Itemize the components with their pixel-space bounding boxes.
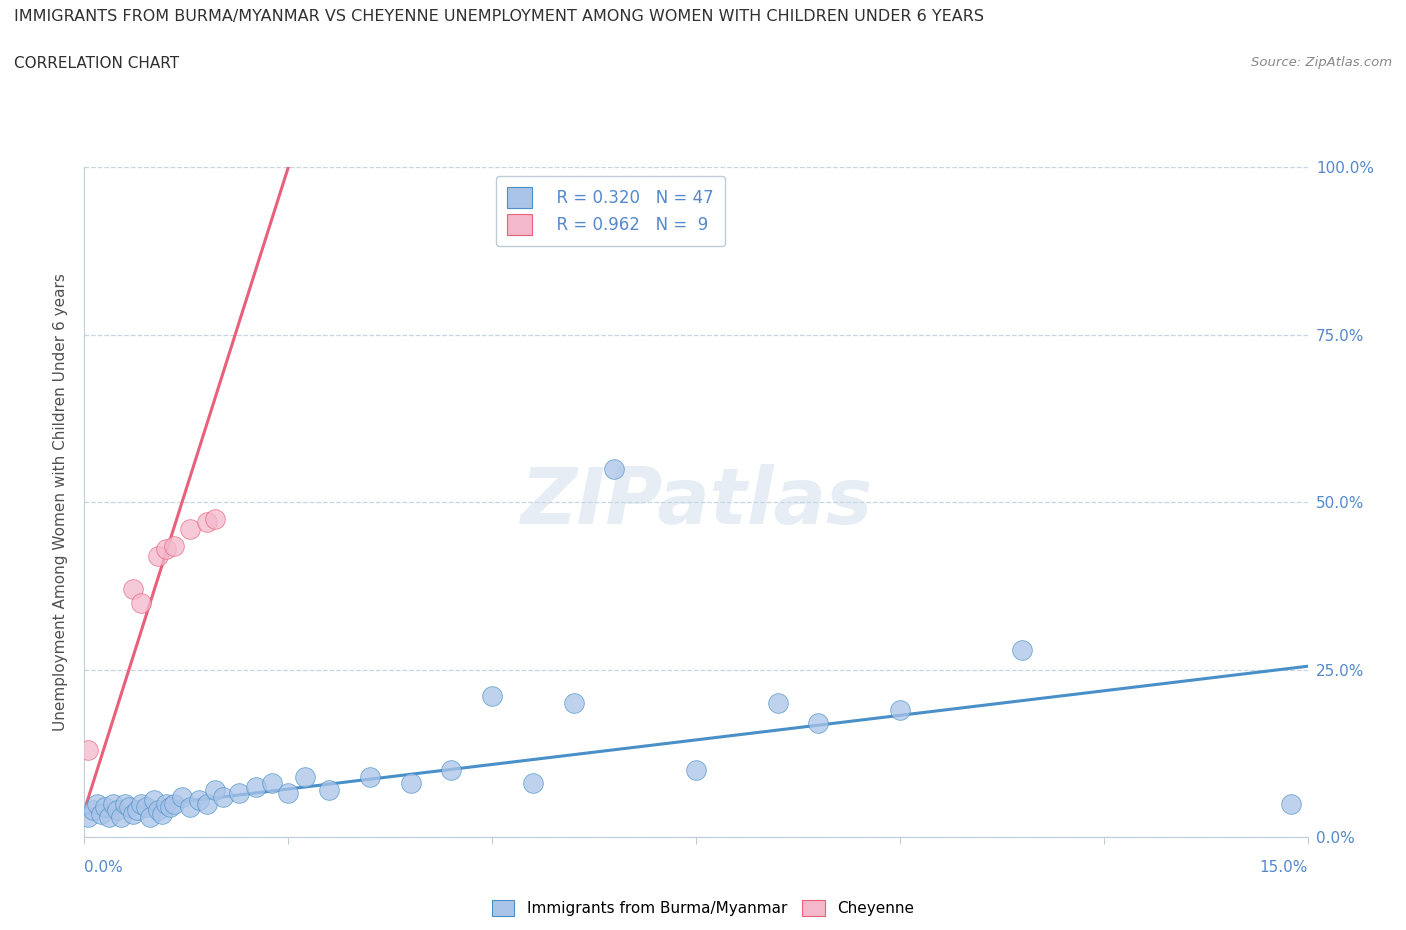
Point xyxy=(110,809,132,824)
Point xyxy=(1011,642,1033,657)
Text: Source: ZipAtlas.com: Source: ZipAtlas.com xyxy=(1251,56,1392,69)
Point xyxy=(277,786,299,801)
Point xyxy=(150,806,173,821)
Point xyxy=(245,779,267,794)
Point xyxy=(77,742,100,757)
Point xyxy=(105,803,128,817)
Point xyxy=(179,522,201,537)
Point xyxy=(122,806,145,821)
Point xyxy=(135,800,157,815)
Point xyxy=(685,763,707,777)
Point xyxy=(359,769,381,784)
Text: 15.0%: 15.0% xyxy=(1260,860,1308,875)
Text: CORRELATION CHART: CORRELATION CHART xyxy=(14,56,179,71)
Point xyxy=(294,769,316,784)
Point xyxy=(93,800,117,815)
Point xyxy=(118,800,141,815)
Point xyxy=(155,541,177,556)
Point xyxy=(138,809,160,824)
Point xyxy=(127,803,149,817)
Point xyxy=(90,806,112,821)
Point xyxy=(260,776,283,790)
Point xyxy=(101,796,124,811)
Point xyxy=(318,783,340,798)
Point xyxy=(481,689,503,704)
Point xyxy=(77,809,100,824)
Point xyxy=(195,796,218,811)
Point xyxy=(131,796,153,811)
Point xyxy=(603,461,626,476)
Point xyxy=(122,582,145,597)
Point xyxy=(97,809,120,824)
Text: ZIPatlas: ZIPatlas xyxy=(520,464,872,540)
Point xyxy=(179,800,201,815)
Text: 0.0%: 0.0% xyxy=(84,860,124,875)
Point xyxy=(163,538,186,553)
Point xyxy=(399,776,422,790)
Y-axis label: Unemployment Among Women with Children Under 6 years: Unemployment Among Women with Children U… xyxy=(53,273,69,731)
Legend: Immigrants from Burma/Myanmar, Cheyenne: Immigrants from Burma/Myanmar, Cheyenne xyxy=(485,894,921,923)
Point xyxy=(146,803,169,817)
Point xyxy=(114,796,136,811)
Point xyxy=(195,515,218,530)
Point xyxy=(159,800,181,815)
Point xyxy=(522,776,544,790)
Point xyxy=(807,716,830,731)
Point xyxy=(889,702,911,717)
Point xyxy=(1279,796,1302,811)
Point xyxy=(212,790,235,804)
Point xyxy=(440,763,463,777)
Point xyxy=(204,783,226,798)
Point xyxy=(86,796,108,811)
Legend:   R = 0.320   N = 47,   R = 0.962   N =  9: R = 0.320 N = 47, R = 0.962 N = 9 xyxy=(496,176,725,246)
Point xyxy=(142,792,165,807)
Point xyxy=(131,595,153,610)
Point xyxy=(228,786,250,801)
Text: IMMIGRANTS FROM BURMA/MYANMAR VS CHEYENNE UNEMPLOYMENT AMONG WOMEN WITH CHILDREN: IMMIGRANTS FROM BURMA/MYANMAR VS CHEYENN… xyxy=(14,9,984,24)
Point xyxy=(766,696,789,711)
Point xyxy=(163,796,186,811)
Point xyxy=(187,792,209,807)
Point xyxy=(562,696,585,711)
Point xyxy=(204,512,226,526)
Point xyxy=(146,549,169,564)
Point xyxy=(82,803,104,817)
Point xyxy=(172,790,194,804)
Point xyxy=(155,796,177,811)
